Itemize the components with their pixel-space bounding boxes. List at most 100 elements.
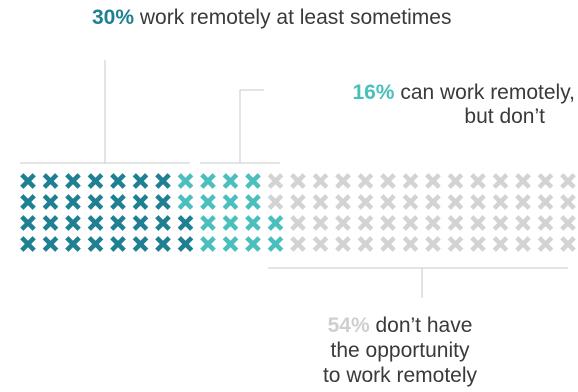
waffle-icon-no	[357, 236, 374, 252]
waffle-icon-no	[335, 236, 351, 252]
waffle-icon-no	[492, 236, 509, 252]
waffle-icon-no	[335, 215, 351, 231]
waffle-icon-no	[470, 236, 486, 252]
pct-no: 54%	[327, 314, 370, 337]
waffle-icon-remote	[155, 194, 171, 210]
label-no-opportunity: 54% don’t have the opportunity to work r…	[300, 313, 500, 388]
text-no-line3: to work remotely	[322, 364, 478, 387]
waffle-icon-remote	[87, 215, 104, 231]
waffle-icon-no	[267, 173, 284, 189]
waffle-icon-no	[470, 215, 486, 231]
waffle-icon-can	[267, 236, 284, 252]
waffle-icon-no	[560, 173, 576, 189]
waffle-icon-remote	[132, 173, 149, 189]
waffle-icon-can	[267, 215, 284, 231]
waffle-icon-no	[380, 215, 396, 231]
bracket-lines	[20, 60, 568, 298]
waffle-icon-no	[290, 173, 306, 189]
waffle-icon-remote	[65, 173, 81, 189]
waffle-icon-no	[515, 173, 531, 189]
waffle-icon-no	[357, 173, 374, 189]
waffle-icon-no	[290, 236, 306, 252]
waffle-icon-no	[470, 173, 486, 189]
waffle-icon-remote	[110, 236, 126, 252]
waffle-icon-no	[470, 194, 486, 210]
waffle-icon-no	[402, 173, 419, 189]
waffle-icon-no	[335, 194, 351, 210]
waffle-icon-can	[177, 173, 194, 189]
text-no-line2: the opportunity	[330, 339, 470, 362]
waffle-icon-no	[380, 236, 396, 252]
waffle-icon-no	[537, 194, 554, 210]
waffle-icon-remote	[42, 236, 59, 252]
waffle-icon-remote	[87, 236, 104, 252]
waffle-icon-no	[560, 215, 576, 231]
waffle-icon-no	[447, 173, 464, 189]
text-remote: work remotely at least sometimes	[139, 6, 452, 29]
waffle-icon-remote	[20, 236, 36, 252]
text-can-line2: but don’t	[464, 105, 545, 128]
waffle-icon-no	[425, 173, 441, 189]
waffle-icon-can	[222, 173, 239, 189]
waffle-icon-remote	[20, 173, 36, 189]
waffle-icon-no	[312, 173, 329, 189]
waffle-icon-no	[402, 215, 419, 231]
waffle-icon-no	[515, 236, 531, 252]
waffle-icon-no	[425, 194, 441, 210]
waffle-icon-no	[290, 194, 306, 210]
waffle-icon-can	[177, 194, 194, 210]
waffle-icon-can	[200, 236, 216, 252]
waffle-icon-remote	[155, 215, 171, 231]
waffle-icon-no	[312, 215, 329, 231]
waffle-icon-remote	[65, 215, 81, 231]
waffle-icon-no	[357, 215, 374, 231]
waffle-icon-remote	[132, 194, 149, 210]
waffle-icon-remote	[20, 215, 36, 231]
waffle-icon-no	[447, 236, 464, 252]
waffle-icon-remote	[42, 215, 59, 231]
waffle-icon-no	[290, 215, 306, 231]
waffle-icon-can	[222, 236, 239, 252]
pct-can: 16%	[352, 81, 395, 104]
waffle-icon-no	[560, 236, 576, 252]
waffle-icon-remote	[20, 194, 36, 210]
waffle-icon-remote	[87, 194, 104, 210]
waffle-icon-remote	[155, 173, 171, 189]
waffle-icon-remote	[177, 236, 194, 252]
waffle-icon-remote	[42, 194, 59, 210]
waffle-icon-no	[560, 194, 576, 210]
waffle-icon-can	[245, 173, 261, 189]
waffle-icon-remote	[110, 173, 126, 189]
label-remote-work: 30% work remotely at least sometimes	[92, 6, 451, 30]
waffle-icon-no	[537, 215, 554, 231]
text-can-line1: can work remotely,	[400, 81, 575, 104]
waffle-icon-remote	[110, 194, 126, 210]
waffle-icon-can	[245, 236, 261, 252]
waffle-icon-no	[447, 215, 464, 231]
waffle-icon-no	[357, 194, 374, 210]
waffle-icon-can	[200, 215, 216, 231]
waffle-icon-no	[335, 173, 351, 189]
bracket-can-leader	[239, 89, 264, 163]
waffle-icon-remote	[177, 215, 194, 231]
waffle-icon-no	[425, 236, 441, 252]
waffle-icon-remote	[65, 236, 81, 252]
waffle-icon-remote	[65, 194, 81, 210]
text-no-line1: don’t have	[375, 314, 473, 337]
waffle-icon-remote	[155, 236, 171, 252]
waffle-icon-can	[222, 194, 239, 210]
waffle-icon-remote	[110, 215, 126, 231]
waffle-icon-no	[515, 194, 531, 210]
label-can-work-remotely: 16% can work remotely, but don’t	[310, 81, 575, 129]
waffle-icon-can	[222, 215, 239, 231]
waffle-icon-no	[537, 236, 554, 252]
waffle-icon-no	[402, 236, 419, 252]
pct-remote: 30%	[92, 6, 135, 29]
waffle-icon-can	[245, 215, 261, 231]
waffle-icon-no	[380, 173, 396, 189]
waffle-icon-remote	[87, 173, 104, 189]
waffle-icon-no	[312, 236, 329, 252]
waffle-icon-no	[447, 194, 464, 210]
waffle-icon-remote	[132, 215, 149, 231]
